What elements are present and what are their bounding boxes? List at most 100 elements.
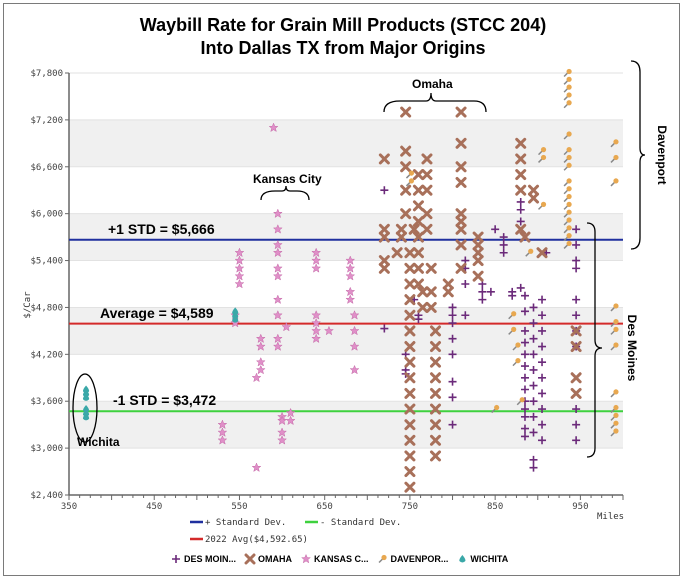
point-davenpor xyxy=(516,397,525,406)
chart-subtitle: Into Dallas TX from Major Origins xyxy=(200,38,486,58)
point-des-moin xyxy=(529,334,538,343)
point-des-moin xyxy=(529,397,538,406)
point-omaha xyxy=(570,325,582,337)
point-des-moin xyxy=(538,420,547,429)
point-kansas-c xyxy=(272,208,283,219)
point-omaha xyxy=(404,434,416,446)
point-omaha xyxy=(404,481,416,493)
point-omaha xyxy=(400,184,412,196)
point-des-moin xyxy=(538,326,547,335)
point-des-moin xyxy=(572,420,581,429)
point-davenpor xyxy=(610,154,619,163)
grid-band xyxy=(69,119,623,167)
point-omaha xyxy=(455,137,467,149)
y-tick-label: $7,200 xyxy=(30,116,63,126)
y-tick-label: $3,600 xyxy=(30,397,63,407)
x-axis-label: Miles xyxy=(597,512,624,522)
point-kansas-c xyxy=(311,317,322,328)
point-des-moin xyxy=(508,291,517,300)
point-omaha xyxy=(425,301,437,313)
point-omaha xyxy=(400,208,412,220)
point-omaha xyxy=(425,286,437,298)
point-omaha xyxy=(429,403,441,415)
annotation-plus-std: +1 STD = $5,666 xyxy=(108,221,215,237)
point-omaha xyxy=(404,262,416,274)
point-kansas-c xyxy=(277,415,288,426)
point-wichita xyxy=(232,311,239,319)
point-omaha xyxy=(570,341,582,353)
point-des-moin xyxy=(520,350,529,359)
point-davenpor xyxy=(563,186,572,195)
point-davenpor xyxy=(512,358,521,367)
point-des-moin xyxy=(572,225,581,234)
point-davenpor xyxy=(405,178,415,187)
point-des-moin xyxy=(529,365,538,374)
annotation-wichita: Wichita xyxy=(77,435,120,449)
point-omaha xyxy=(412,231,424,243)
point-des-moin xyxy=(572,436,581,445)
point-davenpor xyxy=(563,233,572,242)
point-omaha xyxy=(404,450,416,462)
point-omaha xyxy=(404,341,416,353)
point-kansas-c xyxy=(234,263,245,273)
point-davenpor xyxy=(563,100,572,109)
point-omaha xyxy=(404,387,416,399)
point-kansas-c xyxy=(234,278,245,289)
point-des-moin xyxy=(529,412,538,421)
point-omaha xyxy=(421,208,433,220)
point-des-moin xyxy=(572,311,581,320)
point-kansas-c xyxy=(268,122,279,133)
point-kansas-c xyxy=(311,255,322,265)
point-des-moin xyxy=(520,326,529,335)
point-omaha xyxy=(429,434,441,446)
point-omaha xyxy=(429,356,441,368)
point-davenpor xyxy=(563,178,572,187)
point-omaha xyxy=(528,184,540,196)
point-davenpor xyxy=(610,326,619,335)
point-omaha xyxy=(421,153,433,165)
point-des-moin xyxy=(516,205,525,214)
point-davenpor xyxy=(610,428,619,437)
point-des-moin xyxy=(520,405,529,414)
des-moines-brace xyxy=(586,222,603,458)
point-des-moin xyxy=(380,186,389,195)
point-omaha xyxy=(404,403,416,415)
point-omaha xyxy=(404,309,416,321)
point-davenpor xyxy=(538,154,547,163)
point-omaha xyxy=(404,325,416,337)
point-kansas-c xyxy=(311,310,322,320)
point-kansas-c xyxy=(349,364,360,375)
point-des-moin xyxy=(529,350,538,359)
point-davenpor xyxy=(610,318,619,328)
point-wichita xyxy=(82,412,90,421)
point-omaha xyxy=(472,239,484,251)
point-omaha xyxy=(421,223,433,235)
point-wichita xyxy=(82,393,90,401)
point-omaha xyxy=(570,372,582,384)
y-tick-label: $2,400 xyxy=(30,491,63,501)
point-des-moin xyxy=(499,240,508,249)
point-davenpor xyxy=(563,162,572,171)
point-omaha xyxy=(400,106,412,118)
point-omaha xyxy=(417,286,429,298)
point-kansas-c xyxy=(281,321,292,332)
point-omaha xyxy=(404,419,416,431)
point-des-moin xyxy=(448,393,457,402)
point-omaha xyxy=(455,215,467,227)
point-des-moin xyxy=(572,295,581,304)
point-omaha xyxy=(455,208,467,220)
point-kansas-c xyxy=(277,427,288,437)
point-des-moin xyxy=(529,303,538,312)
point-davenpor xyxy=(610,420,619,429)
point-des-moin xyxy=(499,233,508,242)
point-des-moin xyxy=(538,373,547,382)
point-kansas-c xyxy=(311,325,322,336)
point-kansas-c xyxy=(272,239,283,250)
legend-marker-davenpor xyxy=(378,554,387,564)
annotation-minus-std: -1 STD = $3,472 xyxy=(113,392,216,408)
point-wichita xyxy=(82,389,90,397)
point-kansas-c xyxy=(285,415,296,426)
point-davenpor xyxy=(563,76,572,85)
point-omaha xyxy=(528,192,540,204)
